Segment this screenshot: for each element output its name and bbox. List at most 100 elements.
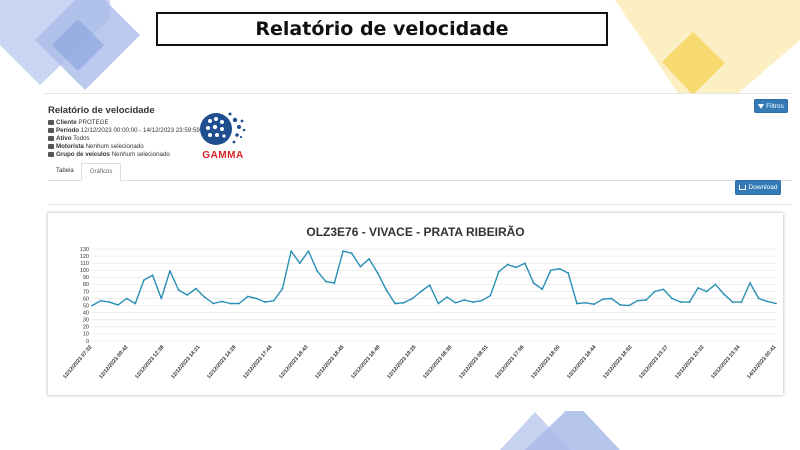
data-point [281,287,284,290]
y-tick-label: 30 [83,318,89,324]
data-point [428,284,431,286]
y-tick-label: 40 [83,310,89,316]
tab-graficos[interactable]: Gráficos [81,163,122,181]
data-point [255,297,258,300]
data-point [532,282,535,284]
filters-button[interactable]: Filtros [754,99,788,113]
divider [48,204,792,205]
y-tick-label: 130 [80,247,89,253]
download-button[interactable]: Download [735,180,781,195]
data-point [731,301,734,303]
x-tick-label: 12/12/2023 07:32 [62,344,93,380]
x-tick-label: 13/12/2023 23:27 [638,344,669,380]
x-tick-label: 13/12/2023 17:56 [494,344,525,380]
data-point [333,282,336,284]
x-tick-label: 12/12/2023 17:44 [242,344,273,380]
x-tick-label: 13/12/2023 08:30 [422,344,453,380]
data-point [679,301,682,303]
data-point [238,302,241,305]
data-point [636,299,639,302]
y-tick-label: 70 [83,289,89,295]
data-point [160,297,163,300]
x-tick-label: 13/12/2023 23:32 [674,344,705,380]
data-point [524,262,526,265]
y-tick-label: 10 [83,332,89,338]
data-point [740,301,743,303]
data-point [575,302,578,305]
chart-container: OLZ3E76 - VIVACE - PRATA RIBEIRÃO 0 10 20 3… [48,213,783,395]
x-tick-label: 12/12/2023 09:42 [98,344,129,380]
data-point [541,288,544,291]
id-card-icon [48,143,54,149]
data-point [385,289,388,291]
data-point [697,287,699,289]
data-point [506,263,509,266]
x-tick-label: 13/12/2023 18:00 [530,344,561,380]
x-tick-label: 12/12/2023 19:25 [386,344,417,380]
data-point [203,296,206,299]
data-point [757,297,760,300]
meta-driver: Motorista Nenhum selecionado [48,143,144,150]
data-point [359,265,362,268]
y-tick-label: 20 [83,325,89,331]
data-point [653,290,656,293]
filter-icon [758,103,765,109]
data-point [567,272,570,274]
data-point [489,294,492,297]
data-point [454,301,457,304]
data-point [342,250,344,253]
y-tick-label: 100 [80,268,89,274]
data-point [437,302,440,305]
y-tick-label: 80 [83,282,89,288]
data-point [420,290,422,293]
data-point [316,270,319,272]
data-point [662,288,665,291]
meta-group: Grupo de veículos Nenhum selecionado [48,151,170,158]
chart-title: OLZ3E76 - VIVACE - PRATA RIBEIRÃO [306,225,525,239]
meta-period: Período 12/12/2023 00:00:00 - 14/12/2023… [48,127,200,134]
data-point [194,287,197,290]
data-point [472,301,474,303]
data-point [99,299,102,302]
data-point [775,302,777,305]
speed-series-line [91,250,777,307]
data-point [307,250,310,253]
x-tick-label: 12/12/2023 14:29 [206,344,237,380]
data-point [463,299,466,301]
tab-tabela[interactable]: Tabela [48,163,82,179]
x-tick-label: 12/12/2023 18:45 [314,344,345,380]
data-point [212,302,215,305]
y-tick-label: 110 [80,261,89,267]
data-point [143,279,145,282]
data-point [610,297,613,300]
data-point [125,297,128,300]
data-point [549,269,552,272]
data-point [584,301,587,304]
x-tick-label: 12/12/2023 14:21 [170,344,201,380]
data-point [766,300,769,303]
calendar-icon [48,127,54,133]
data-point [350,252,353,255]
x-tick-label: 13/12/2023 18:52 [602,344,633,380]
meta-client: Cliente PROTEGE [48,119,109,126]
data-point [411,297,414,300]
data-point [619,304,622,306]
data-point [601,298,604,301]
data-point [264,301,267,303]
data-point [558,267,561,270]
data-point [134,302,137,305]
x-tick-label: 13/12/2023 08:51 [458,344,489,380]
data-point [298,262,301,265]
data-point [368,258,370,260]
data-point [627,304,630,307]
data-point [186,294,189,296]
data-point [108,301,111,303]
data-point [723,293,725,296]
data-point [220,300,223,303]
y-tick-label: 50 [83,303,89,309]
data-point [169,270,171,272]
gamma-logo: GAMMA [198,108,248,164]
data-point [91,304,93,307]
data-point [671,297,674,300]
